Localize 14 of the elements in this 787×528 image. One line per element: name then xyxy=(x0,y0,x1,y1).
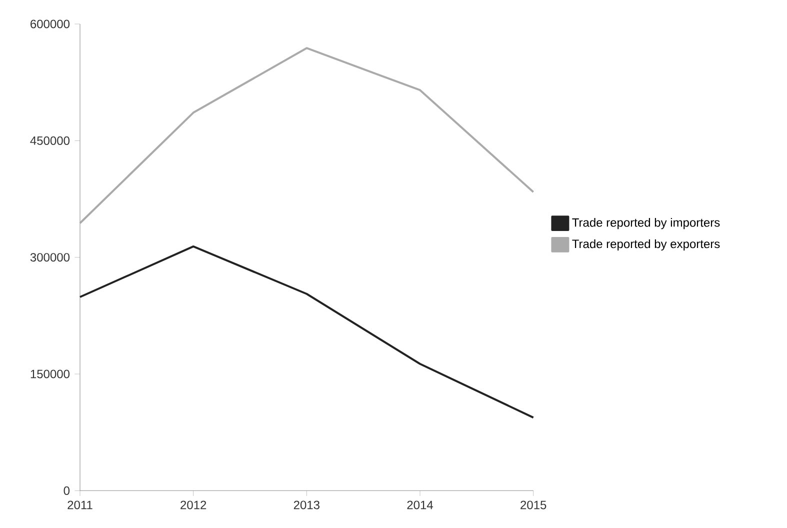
y-tick-label: 300000 xyxy=(30,253,70,262)
x-tick-label: 2012 xyxy=(180,500,206,510)
y-tick-label: 450000 xyxy=(30,136,70,145)
legend-label: Trade reported by importers xyxy=(572,218,720,230)
line-series xyxy=(79,47,534,224)
x-tick-label: 2011 xyxy=(68,500,92,510)
y-tick-label: 150000 xyxy=(30,370,70,378)
x-tick-label: 2014 xyxy=(407,500,433,510)
y-tick-label: 0 xyxy=(64,486,70,495)
x-tick-label: 2013 xyxy=(294,500,320,510)
legend-label: Trade reported by exporters xyxy=(572,239,720,251)
x-tick-label: 2015 xyxy=(520,500,546,510)
y-tick-label: 600000 xyxy=(30,20,70,28)
line-series xyxy=(79,245,534,419)
